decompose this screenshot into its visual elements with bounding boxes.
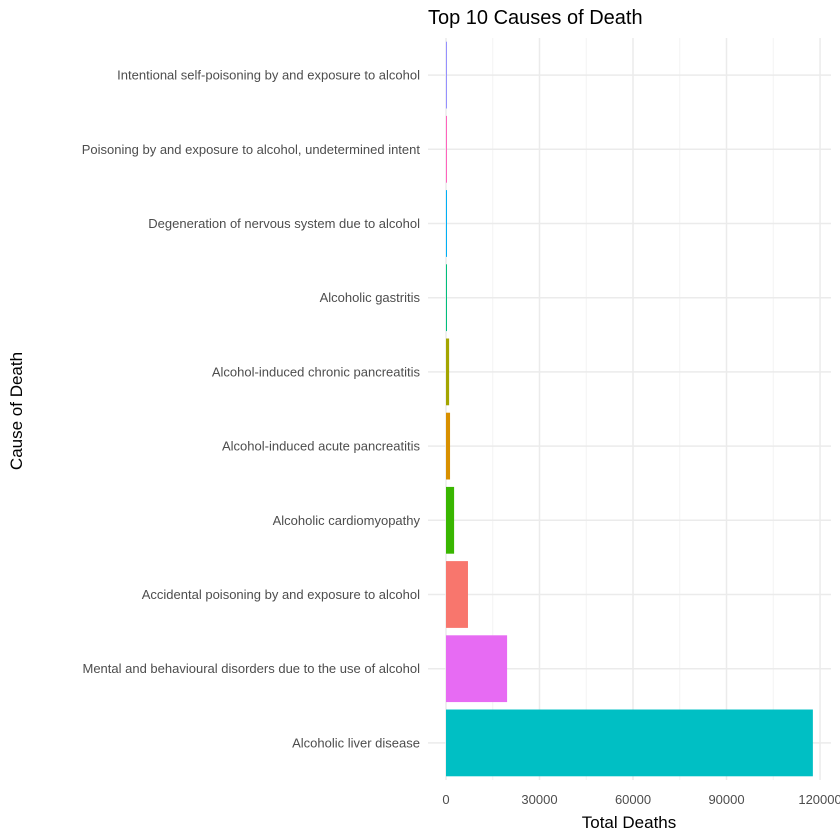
bar <box>446 635 508 703</box>
y-tick-label: Mental and behavioural disorders due to … <box>83 661 421 676</box>
y-tick-label: Poisoning by and exposure to alcohol, un… <box>82 142 421 157</box>
bar <box>446 190 447 257</box>
x-tick-labels: 0 30000 60000 90000 120000 <box>442 792 840 807</box>
bar <box>446 486 455 554</box>
bar <box>446 338 450 406</box>
bars <box>446 41 813 777</box>
x-tick-label: 60000 <box>615 792 651 807</box>
bar <box>446 264 447 332</box>
y-tick-label: Accidental poisoning by and exposure to … <box>142 587 420 602</box>
x-axis-title: Total Deaths <box>582 813 677 832</box>
bar <box>446 709 813 777</box>
bar <box>446 561 468 628</box>
bar <box>446 41 447 109</box>
y-tick-label: Intentional self-poisoning by and exposu… <box>117 68 420 83</box>
x-tick-label: 30000 <box>521 792 557 807</box>
x-tick-label: 90000 <box>708 792 744 807</box>
bar <box>446 412 451 480</box>
x-tick-label: 0 <box>442 792 449 807</box>
chart-title: Top 10 Causes of Death <box>428 7 643 29</box>
y-axis-title: Cause of Death <box>7 352 26 470</box>
y-tick-label: Alcohol-induced chronic pancreatitis <box>212 364 421 379</box>
y-tick-label: Alcoholic cardiomyopathy <box>273 513 421 528</box>
y-tick-label: Alcoholic gastritis <box>320 290 421 305</box>
bar <box>446 115 447 183</box>
y-tick-labels: Alcoholic liver disease Mental and behavi… <box>82 68 421 751</box>
y-tick-label: Degeneration of nervous system due to al… <box>148 216 420 231</box>
x-tick-label: 120000 <box>798 792 840 807</box>
y-tick-label: Alcoholic liver disease <box>292 735 420 750</box>
y-tick-label: Alcohol-induced acute pancreatitis <box>222 439 421 454</box>
